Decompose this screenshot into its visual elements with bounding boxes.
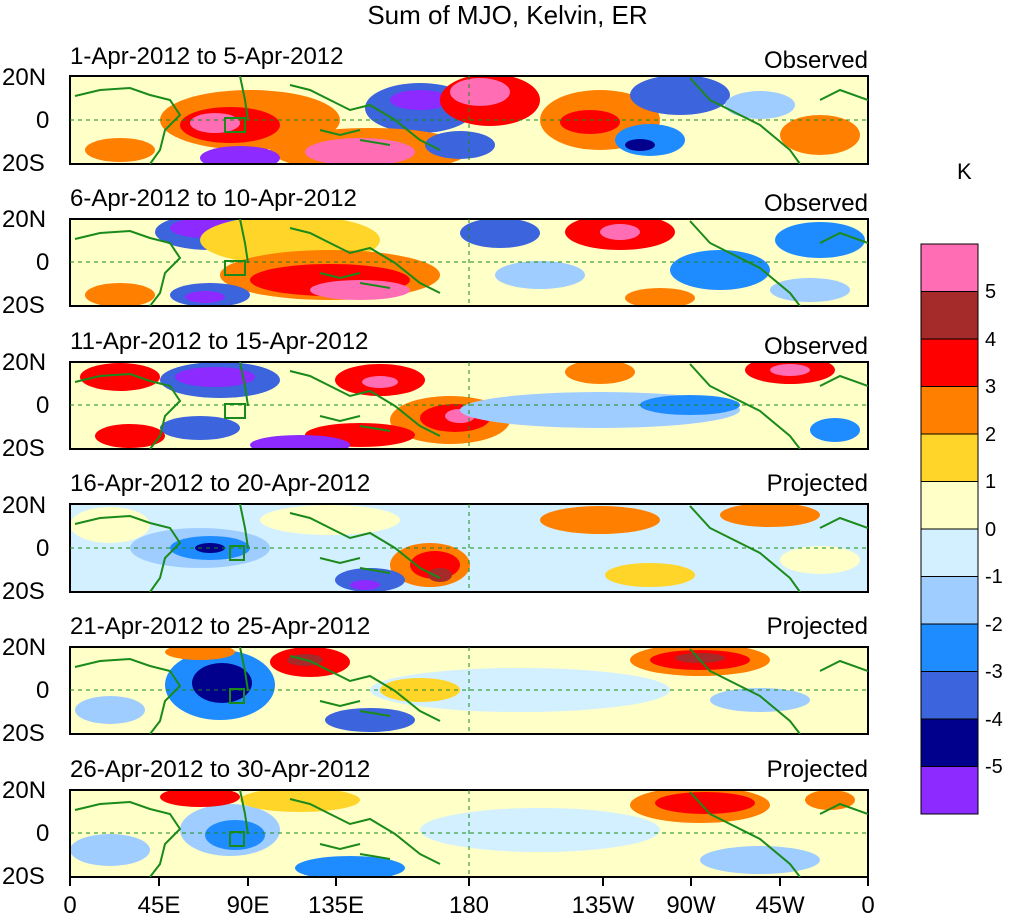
colorbar-swatch xyxy=(920,623,979,672)
lat-label-20n: 20N xyxy=(2,492,47,519)
lat-label-20s: 20S xyxy=(2,150,45,177)
coastlines-panel-4 xyxy=(74,504,868,592)
colorbar-swatch xyxy=(920,718,979,767)
lon-ticks xyxy=(69,877,869,886)
panel-2-type: Observed xyxy=(763,190,868,217)
lat-label-20n: 20N xyxy=(2,634,47,661)
colorbar-swatch xyxy=(920,291,979,340)
panel-6-type: Projected xyxy=(766,756,868,783)
lat-label-20s: 20S xyxy=(2,435,45,462)
colorbar-label: 2 xyxy=(985,424,997,446)
panel-3-dates: 11-Apr-2012 to 15-Apr-2012 xyxy=(70,328,369,355)
colorbar-swatch xyxy=(920,338,979,387)
anomaly-field-panel-5 xyxy=(70,647,868,734)
lat-label-20s: 20S xyxy=(2,292,45,319)
colorbar-label: 3 xyxy=(985,376,997,398)
colorbar-swatch xyxy=(920,576,979,625)
panel-6-dates: 26-Apr-2012 to 30-Apr-2012 xyxy=(70,756,371,783)
colorbar-label: -1 xyxy=(985,566,1003,588)
lon-label-90w: 90W xyxy=(666,892,716,919)
lat-label-0: 0 xyxy=(36,392,50,419)
panel-5-type: Projected xyxy=(766,613,868,640)
lat-label-20s: 20S xyxy=(2,578,45,605)
lat-label-20n: 20N xyxy=(2,349,47,376)
lon-label-45e: 45E xyxy=(137,892,181,919)
colorbar-label: 1 xyxy=(985,471,997,493)
lon-label-45w: 45W xyxy=(755,892,805,919)
coastlines-panel-1 xyxy=(74,76,868,164)
lon-label-135w: 135W xyxy=(571,892,635,919)
coastlines-panel-5 xyxy=(74,647,868,734)
colorbar-swatch xyxy=(920,481,979,530)
colorbar-label: -4 xyxy=(985,709,1003,731)
colorbar-swatch xyxy=(920,386,979,435)
lat-label-20s: 20S xyxy=(2,863,45,890)
colorbar-label: 4 xyxy=(985,329,997,351)
coastlines-panel-3 xyxy=(74,362,868,449)
colorbar-swatch xyxy=(920,243,979,292)
lat-label-20s: 20S xyxy=(2,720,45,747)
panel-3-type: Observed xyxy=(763,333,868,360)
colorbar-units: K xyxy=(957,159,972,184)
colorbar-label: 0 xyxy=(985,519,997,541)
lat-label-0: 0 xyxy=(36,107,50,134)
panel-2-dates: 6-Apr-2012 to 10-Apr-2012 xyxy=(70,185,357,212)
coastlines-panel-2 xyxy=(74,219,868,306)
lon-label-90e: 90E xyxy=(226,892,270,919)
panel-1-dates: 1-Apr-2012 to 5-Apr-2012 xyxy=(70,43,344,70)
lon-label-180: 180 xyxy=(448,892,490,919)
coastlines-panel-6 xyxy=(74,790,868,877)
lon-label-0: 0 xyxy=(63,892,77,919)
figure-title: Sum of MJO, Kelvin, ER xyxy=(367,0,648,30)
coastlines xyxy=(74,76,868,877)
lat-label-0: 0 xyxy=(36,677,50,704)
panel-5-dates: 21-Apr-2012 to 25-Apr-2012 xyxy=(70,613,371,640)
lat-label-20n: 20N xyxy=(2,64,47,91)
colorbar-swatch xyxy=(920,528,979,577)
panel-4-type: Projected xyxy=(766,470,868,497)
lat-label-0: 0 xyxy=(36,535,50,562)
lat-label-0: 0 xyxy=(36,820,50,847)
colorbar-swatch xyxy=(920,766,979,815)
panel-4-dates: 16-Apr-2012 to 20-Apr-2012 xyxy=(70,470,371,497)
colorbar-swatch xyxy=(920,433,979,482)
colorbar-label: 5 xyxy=(985,281,997,303)
lon-label-0-end: 0 xyxy=(861,892,875,919)
colorbar-label: -2 xyxy=(985,614,1003,636)
reference-lines xyxy=(70,76,868,877)
panel-1-type: Observed xyxy=(763,47,868,74)
colorbar-label: -3 xyxy=(985,661,1003,683)
lon-label-135e: 135E xyxy=(307,892,365,919)
lat-label-20n: 20N xyxy=(2,206,47,233)
lat-label-20n: 20N xyxy=(2,777,47,804)
colorbar-swatch xyxy=(920,671,979,720)
colorbar-label: -5 xyxy=(985,756,1003,778)
lat-label-0: 0 xyxy=(36,249,50,276)
colorbar xyxy=(920,243,979,815)
